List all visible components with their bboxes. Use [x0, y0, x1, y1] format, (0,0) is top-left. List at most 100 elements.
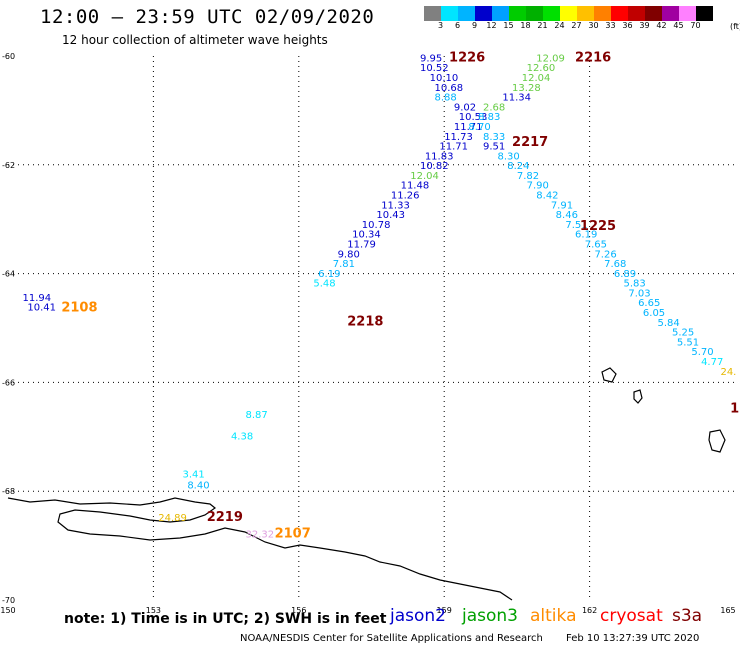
wave-height-label: 10.53 [459, 112, 488, 123]
wave-height-label: 7.51 [565, 220, 587, 231]
wave-height-label: 6.89 [614, 269, 636, 280]
pass-time-label: 1225 [580, 219, 616, 234]
wave-height-label: 10.82 [420, 161, 449, 172]
pass-time-label: 2108 [61, 301, 97, 316]
wave-height-label: 8.83 [478, 112, 500, 123]
wave-height-label: 3.41 [182, 470, 204, 481]
mission-altika: altika [530, 606, 577, 626]
wave-height-label: 9.80 [338, 249, 360, 260]
wave-height-label: 10.43 [376, 210, 405, 221]
footer-timestamp: Feb 10 13:27:39 UTC 2020 [566, 633, 700, 644]
lon-tick-label: 165 [720, 606, 735, 615]
lat-tick-label: -62 [2, 161, 15, 170]
wave-height-label: 7.90 [527, 181, 549, 192]
wave-height-label: 12.04 [522, 73, 551, 84]
scale-label: 27 [571, 21, 582, 30]
wave-height-label: 11.73 [444, 132, 473, 143]
wave-height-label: 7.65 [585, 239, 607, 250]
island-2 [633, 389, 643, 404]
wave-height-label: 11.94 [23, 293, 52, 304]
lat-tick-label: -64 [2, 270, 15, 279]
scale-label: 3 [437, 21, 444, 30]
pass-time-label: 1226 [449, 50, 485, 65]
page-title: 12:00 — 23:59 UTC 02/09/2020 [40, 6, 375, 28]
wave-height-label: 7.91 [551, 200, 573, 211]
wave-height-label: 8.40 [187, 480, 209, 491]
wave-height-label: 7.03 [628, 288, 650, 299]
scale-swatch [594, 6, 611, 21]
lat-tick-label: -68 [2, 487, 15, 496]
wave-height-label: 8.24 [507, 161, 529, 172]
pass-time-label: 13 [730, 401, 740, 416]
scale-swatch [662, 6, 679, 21]
page-subtitle: 12 hour collection of altimeter wave hei… [62, 33, 328, 47]
wave-height-label: 8.30 [498, 151, 520, 162]
wave-height-label: 7.26 [594, 249, 616, 260]
wave-height-label: 6.65 [638, 298, 660, 309]
wave-height-label: 24.89 [158, 513, 187, 524]
mission-jason3: jason3 [462, 606, 518, 626]
wave-height-label: 8.33 [483, 132, 505, 143]
pass-time-label: 2219 [207, 510, 243, 525]
wave-height-label: 10.41 [27, 303, 56, 314]
lon-tick-label: 162 [582, 606, 597, 615]
scale-swatch [441, 6, 458, 21]
wave-height-label: 8.87 [245, 410, 267, 421]
scale-label: 33 [605, 21, 616, 30]
scale-swatch [696, 6, 713, 21]
wave-height-label: 8.46 [556, 210, 578, 221]
antarctic-coastline [7, 497, 513, 601]
scale-swatches [424, 6, 713, 21]
scale-label: 70 [690, 21, 701, 30]
wave-height-label: 11.79 [347, 239, 376, 250]
wave-height-label: 6.19 [575, 230, 597, 241]
lon-tick-label: 159 [437, 606, 452, 615]
wave-height-label: 9.51 [483, 142, 505, 153]
wave-height-label: 13.28 [512, 83, 541, 94]
scale-swatch [458, 6, 475, 21]
scale-swatch [560, 6, 577, 21]
scale-label: 18 [520, 21, 531, 30]
mission-cryosat: cryosat [600, 606, 663, 626]
wave-height-label: 11.71 [454, 122, 483, 133]
wave-height-label: 24. [720, 367, 736, 378]
wave-height-label: 11.34 [502, 93, 531, 104]
wave-height-label: 10.10 [430, 73, 459, 84]
wave-height-label: 11.83 [425, 151, 454, 162]
scale-label: 39 [639, 21, 650, 30]
scale-unit: (ft) [730, 22, 740, 31]
scale-swatch [577, 6, 594, 21]
wave-height-label: 7.82 [517, 171, 539, 182]
wave-height-label: 5.48 [313, 279, 335, 290]
pass-time-label: 2107 [275, 526, 311, 541]
wave-height-label: 8.70 [468, 122, 490, 133]
scale-swatch [611, 6, 628, 21]
wave-height-label: 5.84 [657, 318, 679, 329]
wave-height-label: 11.26 [391, 191, 420, 202]
wave-height-label: 10.78 [362, 220, 391, 231]
wave-height-label: 9.02 [454, 102, 476, 113]
scale-label: 24 [554, 21, 565, 30]
scale-label: 9 [471, 21, 478, 30]
scale-swatch [475, 6, 492, 21]
wave-height-label: 4.38 [231, 432, 253, 443]
wave-height-label: 10.34 [352, 230, 381, 241]
wave-height-label: 32.32 [245, 529, 274, 540]
wave-height-label: 12.09 [536, 53, 565, 64]
wave-height-label: 2.68 [483, 102, 505, 113]
scale-label: 15 [503, 21, 514, 30]
footer-credit: NOAA/NESDIS Center for Satellite Applica… [240, 633, 543, 644]
scale-swatch [492, 6, 509, 21]
lat-tick-label: -70 [2, 596, 15, 605]
coastline [7, 367, 726, 601]
wave-height-label: 5.25 [672, 328, 694, 339]
scale-swatch [526, 6, 543, 21]
scale-label: 42 [656, 21, 667, 30]
scale-swatch [424, 6, 441, 21]
scale-label: 12 [486, 21, 497, 30]
scale-label: 36 [622, 21, 633, 30]
wave-height-label: 5.83 [624, 279, 646, 290]
wave-height-label: 11.71 [439, 142, 468, 153]
island-3 [708, 429, 726, 453]
